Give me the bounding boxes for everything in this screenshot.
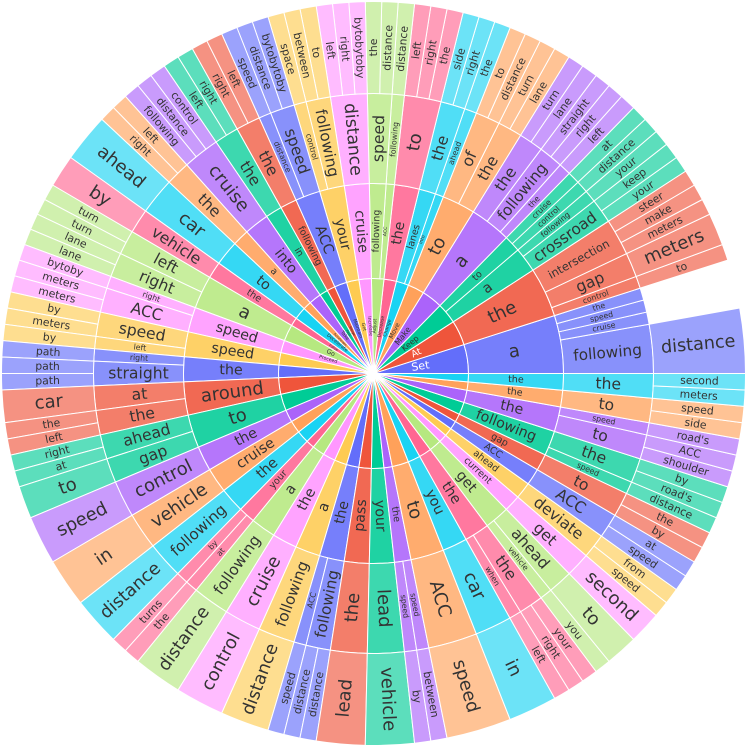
sector-label-2-6: the [591,301,606,313]
sector-label-3-74: left [323,41,338,60]
sector-label-1-70: cruise [351,210,371,254]
sector-label-0-89: Merge [348,326,356,337]
sector-label-1-48: into [418,234,427,245]
sector-label-3-274: meters [679,387,718,403]
sector-label-1-207: the [389,506,402,523]
sector-label-3-136: by [46,301,62,316]
sector-label-3-137: meters [32,314,72,333]
sector-label-3-54: side [450,46,468,71]
sector-label-3-10: to [674,259,689,275]
sector-label-1-134: speed [210,340,255,362]
sector-label-3-250: by [649,523,667,541]
sector-label-2-66: speed [369,115,388,162]
sector-label-1-62: ACC [382,226,389,237]
sector-label-3-58: the [437,45,454,65]
sector-label-3-78: to [309,46,324,59]
sector-label-3-73: right [337,36,352,62]
sector-label-0-0: Set [410,358,431,374]
sector-level4-distance[interactable] [648,307,747,374]
sector-label-1-1: a [507,340,521,362]
sector-label-2-204: lead [373,589,396,628]
sector-label-0-94: Pass [345,329,352,337]
sector-label-1-155: to [226,404,250,430]
sector-label-3-50: the [477,57,495,78]
sector-label-3-68: the [367,38,380,56]
sector-label-0-75: Get [360,322,368,332]
sector-label-3-152: the [42,416,62,432]
sector-label-0-55: Decrease [376,315,386,338]
sector-label-3-64: distance [394,25,411,72]
sector-label-3-269: side [684,416,708,432]
sector-label-2-193: ACC [305,591,318,609]
sector-label-1-260: the [499,397,525,418]
sector-label-2-268: to [597,395,615,415]
sector-label-3-263: ACC [678,443,703,461]
sector-label-2-151: the [128,404,156,426]
sector-label-2-138: left [133,342,147,352]
sector-label-3-59: right [422,39,439,66]
sector-label-3-265: road's [676,428,711,447]
sector-label-3-143: path [36,345,61,360]
sector-label-3-157: right [43,443,71,462]
sector-label-2-177: at [215,546,227,558]
sector-label-1-76: your [331,217,354,252]
sector-label-2-200: the [341,592,365,623]
sector-label-2-142: right [130,353,149,363]
sector-label-1-65: following [371,210,383,253]
sector-label-0-114: Follow [328,343,339,352]
sector-label-3-270: speed [681,401,715,418]
sector-label-2-249: to [570,472,592,495]
sector-label-2-144: straight [108,365,168,383]
sector-label-3-275: second [680,374,719,388]
sector-label-0-118: Go [325,348,336,358]
sector-label-2-208: speed [399,594,411,619]
sector-label-3-60: left [409,41,424,60]
sector-label-3-219: in [500,656,526,680]
sector-label-3-201: lead [333,678,357,718]
sector-label-0-47: Change [382,319,393,338]
sector-label-3-72: bytobytoby [351,17,367,80]
sector-label-2-210: speed [408,592,421,617]
sector-label-1-213: to [401,499,426,522]
sector-label-2-261: to [590,424,610,445]
sector-label-3-258: by [673,471,690,488]
sector-label-3-139: by [42,330,57,344]
sector-label-1-141: the [219,362,243,379]
sector-label-3-46: to [492,65,508,80]
sector-label-1-203: your [371,500,388,533]
sector-label-1-192: the [332,499,353,525]
sector-label-3-209: by [409,689,424,704]
sector-label-0-61: Adjust [372,318,379,333]
sector-label-2-273: the [595,374,621,393]
sector-label-3-205: vehicle [376,667,400,732]
sector-label-0-69: Increase [366,316,374,336]
sector-label-3-150: car [34,391,65,414]
sector-label-3-146: path [35,374,60,388]
sector-level4-second[interactable] [652,373,747,391]
sector-label-1-199: pass [352,499,371,533]
sector-label-3-67: distance [380,24,395,71]
sector-label-3-158: at [54,458,68,474]
sector-label-1-267: the [506,386,523,399]
sector-label-0-99: Take [338,329,350,342]
sector-label-1-272: the [508,374,524,386]
sector-label-2-63: following [388,122,400,158]
sector-label-3-145: path [35,360,60,374]
sector-label-2-149: at [131,385,148,404]
sector-label-1-106: a [268,266,280,278]
sector-label-1-56: the [389,220,409,246]
sector-label-0-126: Proceed [318,354,338,365]
sector-label-2-44: of [458,148,481,170]
sector-label-3-153: left [44,430,64,446]
sector-label-0-7: At [410,346,424,360]
sector-label-2-57: to [403,131,427,152]
